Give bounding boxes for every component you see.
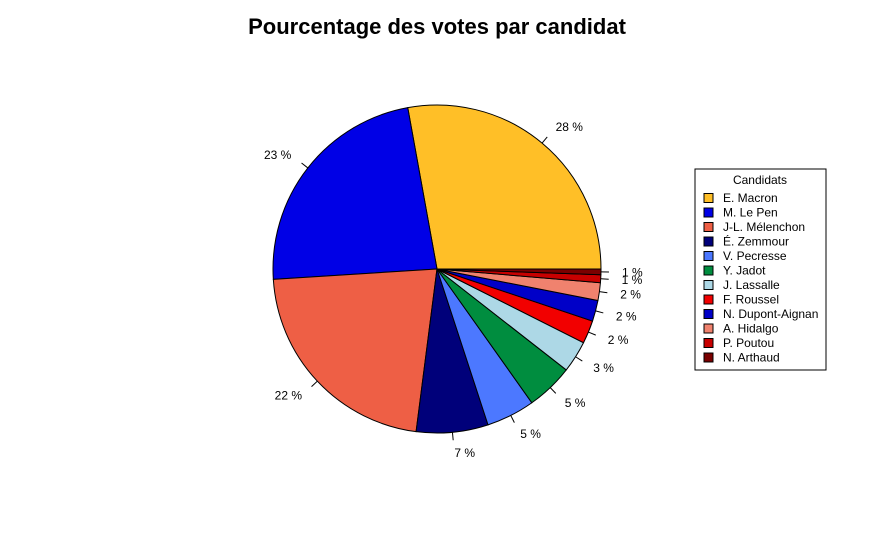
legend-label: N. Dupont-Aignan [723,307,818,321]
slice-label: 28 % [556,120,584,134]
legend-label: J. Lassalle [723,278,780,292]
slice-label: 3 % [593,361,614,375]
legend-label: É. Zemmour [723,234,789,249]
pie-slice [272,107,438,280]
legend-swatch [703,251,714,261]
slice-label: 1 % [622,265,643,279]
legend-swatch [703,265,714,276]
legend-swatch [703,338,714,348]
slice-label: 7 % [454,446,475,460]
slice-tick [588,331,596,336]
legend-label: V. Pecresse [723,249,787,263]
pie-slices [272,104,602,434]
slice-label: 5 % [565,396,586,410]
legend-swatch [703,207,714,218]
slice-tick [541,136,548,144]
slice-tick [599,291,608,294]
slice-tick [451,432,454,441]
slice-label: 22 % [275,389,303,403]
slice-label: 2 % [608,333,629,347]
chart-title: Pourcentage des votes par candidat [248,14,626,39]
legend-label: M. Le Pen [723,206,778,220]
legend-swatch [703,294,714,305]
legend-label: N. Arthaud [723,351,780,365]
slice-tick [301,162,309,169]
slice-labels: 28 %23 %22 %7 %5 %5 %3 %2 %2 %2 %1 %1 % [264,120,643,460]
legend-label: P. Poutou [723,336,774,350]
slice-label: 23 % [264,148,292,162]
slice-tick [311,380,318,388]
slice-label: 1 % [622,273,643,287]
slice-label: 5 % [520,427,541,441]
slice-tick [549,387,557,394]
pie-slice [272,268,438,433]
legend-label: J-L. Mélenchon [723,220,805,234]
legend-swatch [703,280,714,290]
pie-slice [436,268,602,276]
legend-swatch [703,309,714,319]
legend-swatch [703,236,714,247]
legend-title: Candidats [733,173,787,187]
legend-label: Y. Jadot [723,264,766,278]
slice-label: 2 % [616,309,637,323]
slice-label: 2 % [620,288,641,302]
pie-slice [407,104,602,270]
slice-tick [510,415,515,423]
legend-swatch [703,222,714,232]
legend-box [694,168,827,371]
slice-tick [595,310,604,314]
legend-label: A. Hidalgo [723,322,779,336]
slice-tick [575,356,583,362]
legend-label: F. Roussel [723,293,779,307]
legend-swatch [703,323,714,334]
legend-swatch [703,352,714,363]
legend-swatch [703,193,714,203]
legend-label: E. Macron [723,191,778,205]
